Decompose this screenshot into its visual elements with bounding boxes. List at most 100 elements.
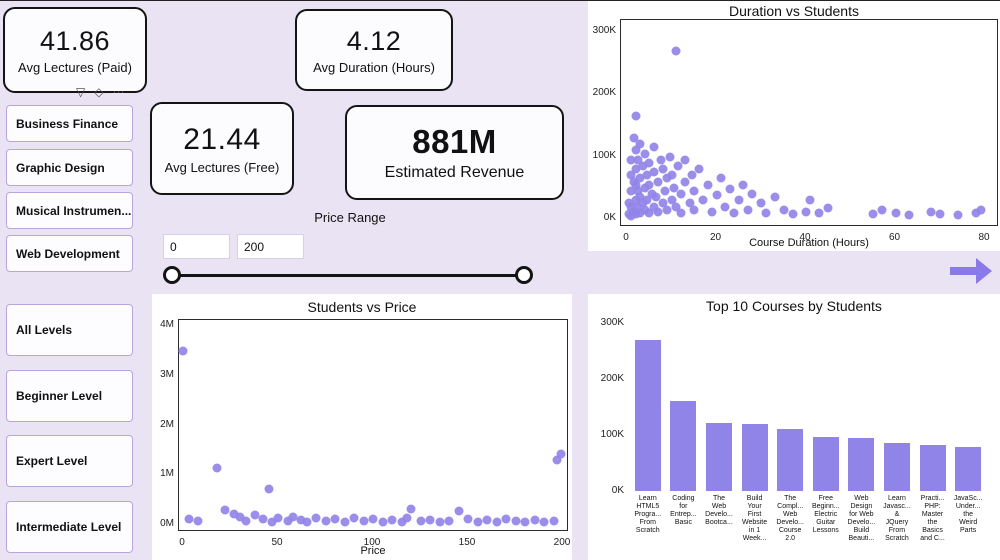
scatter-point[interactable]	[725, 184, 735, 194]
scatter-point[interactable]	[258, 514, 268, 524]
scatter-point[interactable]	[444, 516, 454, 526]
scatter-point[interactable]	[801, 207, 811, 217]
scatter-point[interactable]	[712, 190, 721, 200]
scatter-point[interactable]	[178, 346, 188, 356]
scatter-point[interactable]	[649, 142, 659, 152]
scatter-point[interactable]	[805, 195, 815, 205]
scatter-point[interactable]	[631, 164, 641, 174]
bar[interactable]	[670, 401, 697, 491]
scatter-point[interactable]	[633, 202, 643, 212]
scatter-point[interactable]	[539, 517, 549, 527]
scatter-point[interactable]	[635, 173, 645, 183]
scatter-point[interactable]	[378, 517, 387, 527]
scatter-point[interactable]	[492, 517, 501, 527]
price-slider-handle-min[interactable]	[163, 266, 181, 284]
scatter-point[interactable]	[642, 195, 652, 205]
scatter-point[interactable]	[631, 145, 641, 155]
scatter-point[interactable]	[406, 504, 416, 514]
eraser-icon[interactable]: ◇	[94, 85, 104, 99]
scatter-point[interactable]	[229, 509, 239, 519]
scatter-point[interactable]	[463, 514, 473, 524]
scatter-point[interactable]	[673, 161, 683, 171]
scatter-point[interactable]	[971, 208, 981, 218]
scatter-point[interactable]	[747, 189, 757, 199]
scatter-point[interactable]	[435, 517, 444, 527]
scatter-point[interactable]	[359, 516, 368, 526]
scatter-point[interactable]	[321, 516, 330, 526]
scatter-point[interactable]	[667, 170, 677, 180]
scatter-point[interactable]	[402, 513, 412, 523]
scatter-point[interactable]	[473, 517, 482, 527]
scatter-point[interactable]	[549, 516, 558, 526]
scatter-point[interactable]	[788, 209, 798, 219]
price-max-input[interactable]	[237, 234, 304, 259]
scatter-point[interactable]	[629, 133, 639, 143]
scatter-point[interactable]	[501, 514, 511, 524]
scatter-point[interactable]	[235, 512, 245, 522]
scatter-point[interactable]	[649, 202, 659, 212]
price-slider-handle-max[interactable]	[515, 266, 533, 284]
scatter-point[interactable]	[193, 516, 203, 526]
more-options-icon[interactable]: ⋯	[112, 85, 125, 99]
bar[interactable]	[705, 423, 732, 491]
scatter-point[interactable]	[656, 155, 666, 165]
scatter-point[interactable]	[368, 514, 378, 524]
scatter-point[interactable]	[823, 203, 833, 213]
slicer-level-intermediate[interactable]: Intermediate Level	[6, 501, 133, 553]
slicer-subject-business-finance[interactable]: Business Finance	[6, 105, 133, 142]
scatter-point[interactable]	[685, 198, 695, 208]
scatter-point[interactable]	[184, 514, 194, 524]
scatter-point[interactable]	[311, 513, 321, 523]
scatter-point[interactable]	[296, 515, 306, 525]
scatter-point[interactable]	[877, 205, 887, 215]
slicer-level-beginner[interactable]: Beginner Level	[6, 370, 133, 422]
scatter-point[interactable]	[556, 449, 566, 459]
scatter-point[interactable]	[212, 463, 222, 473]
scatter-point[interactable]	[743, 205, 753, 215]
scatter-point[interactable]	[698, 195, 708, 205]
price-slider-track[interactable]	[171, 274, 524, 277]
scatter-point[interactable]	[416, 516, 425, 526]
scatter-point[interactable]	[631, 111, 641, 121]
scatter-point[interactable]	[658, 198, 668, 208]
scatter-point[interactable]	[660, 186, 670, 196]
scatter-point[interactable]	[680, 177, 690, 187]
scatter-point[interactable]	[703, 180, 713, 190]
scatter-point[interactable]	[720, 202, 730, 212]
scatter-point[interactable]	[241, 516, 251, 526]
next-page-arrow-icon[interactable]	[948, 255, 994, 287]
scatter-point[interactable]	[397, 517, 406, 527]
scatter-point[interactable]	[734, 195, 744, 205]
scatter-point[interactable]	[665, 152, 674, 162]
bar[interactable]	[812, 437, 839, 491]
scatter-point[interactable]	[264, 484, 273, 494]
scatter-point[interactable]	[904, 210, 914, 220]
scatter-point[interactable]	[814, 208, 824, 218]
scatter-point[interactable]	[662, 205, 672, 215]
scatter-point[interactable]	[530, 515, 539, 525]
scatter-point[interactable]	[633, 155, 643, 165]
bar[interactable]	[634, 340, 661, 491]
bar[interactable]	[848, 438, 875, 491]
scatter-point[interactable]	[689, 186, 699, 196]
bar[interactable]	[777, 429, 804, 491]
scatter-point[interactable]	[935, 209, 945, 219]
bar[interactable]	[883, 443, 910, 491]
scatter-point[interactable]	[454, 506, 463, 516]
scatter-point[interactable]	[635, 192, 645, 202]
scatter-point[interactable]	[761, 208, 771, 218]
scatter-point[interactable]	[220, 505, 230, 515]
scatter-point[interactable]	[633, 186, 643, 196]
scatter-point[interactable]	[638, 198, 648, 208]
slicer-level-expert[interactable]: Expert Level	[6, 435, 133, 487]
scatter-point[interactable]	[482, 515, 492, 525]
scatter-point[interactable]	[520, 517, 530, 527]
scatter-point[interactable]	[662, 173, 672, 183]
scatter-point[interactable]	[689, 205, 699, 215]
slicer-subject-web-development[interactable]: Web Development	[6, 235, 133, 272]
scatter-point[interactable]	[651, 192, 661, 202]
bar[interactable]	[741, 424, 768, 491]
scatter-point[interactable]	[626, 186, 636, 196]
scatter-point[interactable]	[676, 208, 686, 218]
scatter-point[interactable]	[926, 207, 936, 217]
